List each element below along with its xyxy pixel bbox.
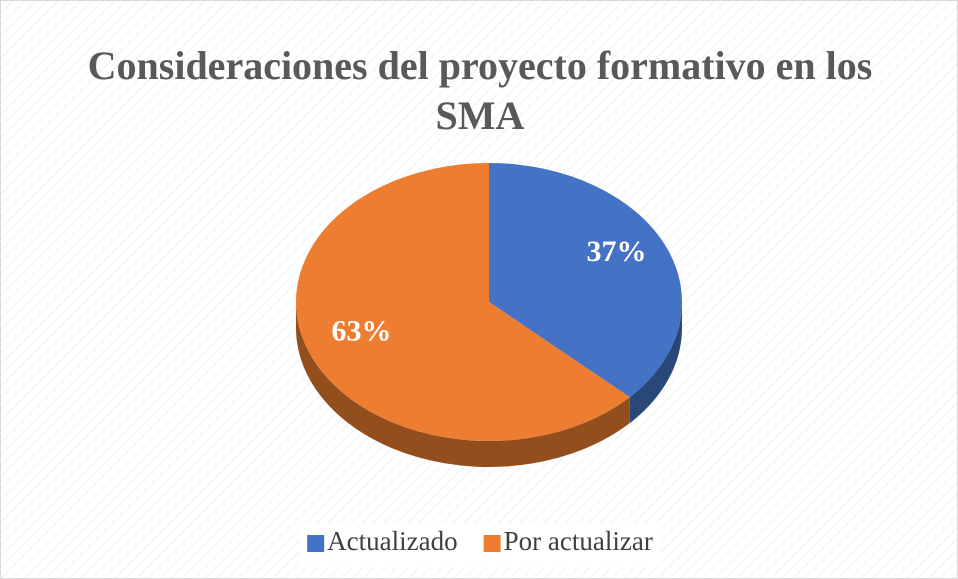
data-label: 63% bbox=[331, 315, 391, 348]
legend: Actualizado Por actualizar bbox=[299, 523, 661, 567]
legend-swatch bbox=[307, 535, 325, 552]
legend-label: Por actualizar bbox=[504, 526, 653, 556]
legend-swatch bbox=[483, 535, 501, 552]
legend-label: Actualizado bbox=[327, 526, 457, 556]
legend-box bbox=[299, 523, 661, 567]
chart-title: Consideraciones del proyecto formativo e… bbox=[87, 43, 873, 138]
slice-side bbox=[296, 302, 630, 467]
data-label: 37% bbox=[587, 235, 647, 268]
slice bbox=[489, 163, 682, 398]
slice-side bbox=[629, 302, 682, 424]
slice bbox=[295, 163, 630, 441]
